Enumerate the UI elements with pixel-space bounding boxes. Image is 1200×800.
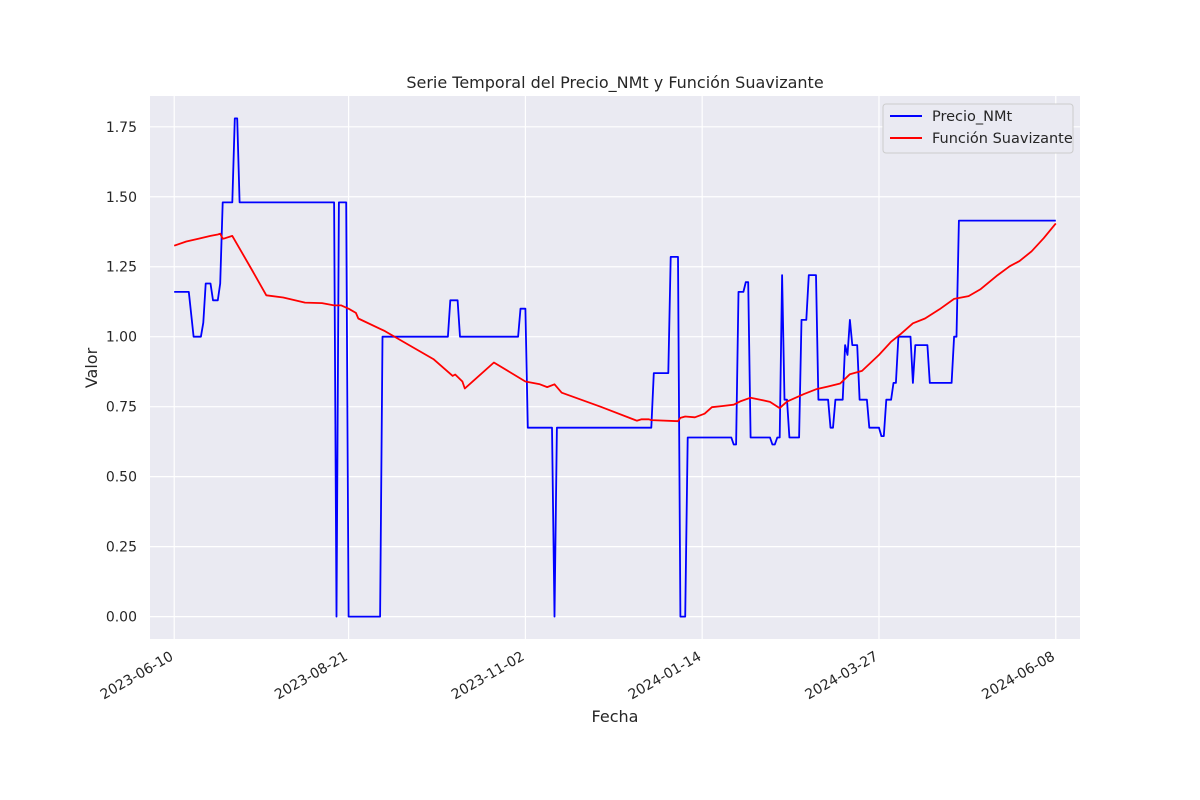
y-tick-label: 0.00 — [106, 610, 137, 626]
y-tick-label: 1.50 — [106, 190, 137, 206]
x-tick-label: 2024-03-27 — [803, 649, 881, 704]
y-tick-label: 1.75 — [106, 120, 137, 136]
y-tick-label: 0.25 — [106, 540, 137, 556]
y-tick-label: 0.75 — [106, 400, 137, 416]
x-tick-label: 2024-01-14 — [626, 649, 705, 704]
y-axis-label: Valor — [82, 347, 101, 388]
plot-background — [150, 96, 1080, 639]
x-tick-label: 2024-06-08 — [979, 649, 1057, 704]
x-tick-label: 2023-11-02 — [449, 649, 527, 704]
legend: Precio_NMt Función Suavizante — [882, 103, 1074, 154]
x-tick-label: 2023-06-10 — [98, 649, 176, 704]
y-tick-label: 1.00 — [106, 330, 137, 346]
y-tick-labels: 0.00 0.25 0.50 0.75 1.00 1.25 1.50 1.75 — [106, 120, 137, 626]
x-tick-label: 2023-08-21 — [272, 649, 350, 704]
chart-title: Serie Temporal del Precio_NMt y Función … — [406, 73, 823, 93]
x-axis-label: Fecha — [592, 707, 639, 726]
series-layer — [173, 117, 1057, 618]
legend-label-precio: Precio_NMt — [932, 109, 1013, 125]
legend-box — [882, 103, 1074, 154]
series-line-precio — [174, 117, 1056, 618]
x-gridlines — [173, 96, 1057, 639]
y-tick-label: 0.50 — [106, 470, 137, 486]
legend-label-suavizante: Función Suavizante — [932, 131, 1073, 147]
y-tick-label: 1.25 — [106, 260, 137, 276]
series-line-suavizante — [173, 222, 1057, 423]
x-tick-labels: 2023-06-10 2023-08-21 2023-11-02 2024-01-14… — [98, 649, 1058, 704]
